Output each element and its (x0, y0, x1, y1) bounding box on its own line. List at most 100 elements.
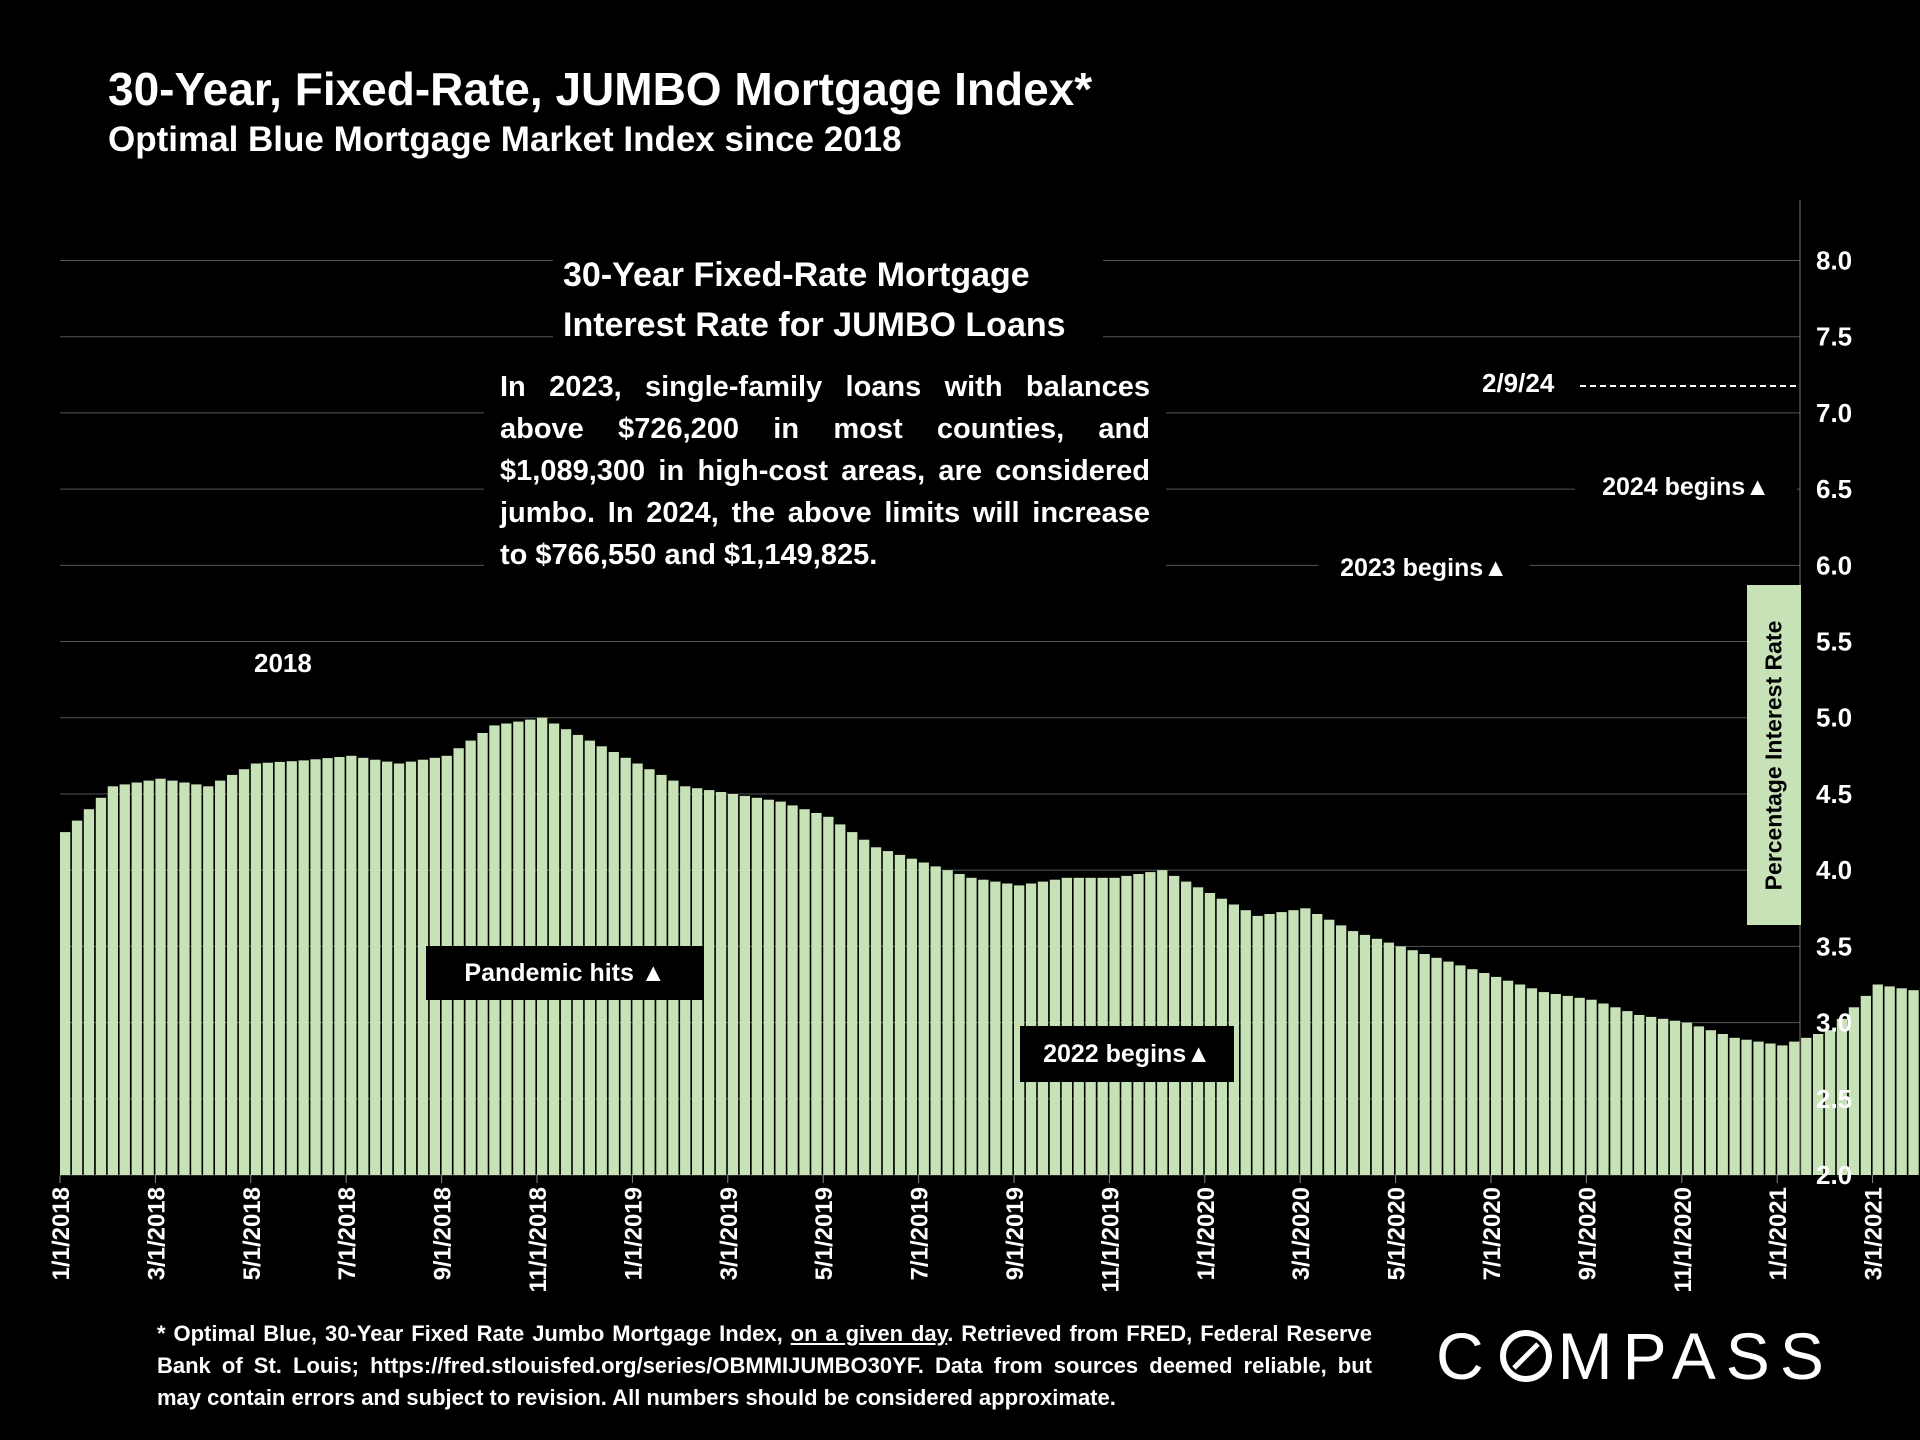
bar-30 (417, 759, 429, 1175)
logo-text-start: C (1436, 1319, 1494, 1393)
bar-60 (775, 801, 786, 1175)
bar-107 (1336, 925, 1347, 1175)
bar-135 (1669, 1020, 1681, 1175)
bar-109 (1359, 934, 1371, 1175)
bar-117 (1455, 965, 1466, 1175)
bar-58 (751, 797, 762, 1175)
info-box-heading-line2: Interest Rate for JUMBO Loans (563, 306, 1066, 344)
bar-11 (191, 784, 202, 1175)
bar-115 (1431, 957, 1442, 1175)
y-tick-label-9: 6.5 (1816, 474, 1852, 504)
compass-logo: C MPASS (1436, 1318, 1834, 1394)
x-tick-label-17: 11/1/2020 (1670, 1187, 1697, 1292)
bar-23 (334, 757, 345, 1175)
x-tick-label-15: 7/1/2020 (1479, 1187, 1506, 1280)
bar-147 (1813, 1034, 1824, 1175)
bar-150 (1848, 1007, 1860, 1175)
bar-119 (1479, 973, 1490, 1175)
x-tick-label-11: 11/1/2019 (1097, 1187, 1124, 1292)
x-tick-label-16: 9/1/2020 (1574, 1187, 1601, 1280)
bar-4 (107, 786, 118, 1175)
bar-152 (1872, 984, 1883, 1175)
footnote-underlined: on a given day (790, 1321, 948, 1346)
bar-133 (1646, 1016, 1657, 1175)
bar-19 (286, 761, 297, 1175)
bar-69 (882, 851, 894, 1175)
info-box-heading-line1: 30-Year Fixed-Rate Mortgage (563, 256, 1030, 294)
bar-131 (1622, 1011, 1633, 1175)
bar-15 (238, 769, 250, 1175)
bar-67 (859, 839, 870, 1175)
x-tick-label-5: 11/1/2018 (525, 1187, 552, 1292)
bar-148 (1824, 1030, 1836, 1175)
bar-114 (1419, 954, 1430, 1175)
bar-124 (1538, 992, 1549, 1175)
x-tick-label-13: 3/1/2020 (1288, 1187, 1315, 1280)
y-tick-label-5: 4.5 (1816, 779, 1852, 809)
bar-106 (1324, 919, 1335, 1175)
bar-118 (1467, 969, 1478, 1175)
bar-126 (1562, 995, 1573, 1175)
bar-155 (1908, 990, 1919, 1175)
y-tick-label-7: 5.5 (1816, 627, 1852, 657)
bar-99 (1240, 910, 1251, 1175)
bar-57 (739, 795, 750, 1175)
bar-28 (393, 763, 405, 1175)
footnote-part1: * Optimal Blue, 30-Year Fixed Rate Jumbo… (157, 1321, 791, 1346)
bar-9 (167, 780, 178, 1175)
bar-145 (1789, 1041, 1800, 1175)
bar-27 (382, 761, 393, 1175)
bar-93 (1169, 875, 1180, 1175)
bar-101 (1264, 914, 1275, 1175)
bar-72 (918, 862, 929, 1175)
bar-77 (978, 879, 989, 1175)
x-tick-label-7: 3/1/2019 (716, 1187, 743, 1280)
bar-64 (823, 816, 834, 1175)
x-tick-label-8: 5/1/2019 (811, 1187, 838, 1280)
page-title: 30-Year, Fixed-Rate, JUMBO Mortgage Inde… (108, 63, 1093, 115)
bar-151 (1860, 995, 1871, 1175)
logo-text-end: MPASS (1557, 1319, 1834, 1393)
bar-79 (1002, 883, 1013, 1175)
footnote: * Optimal Blue, 30-Year Fixed Rate Jumbo… (157, 1318, 1372, 1414)
bar-144 (1777, 1045, 1788, 1175)
bar-80 (1014, 885, 1025, 1175)
x-axis-ticks: 1/1/2018 3/1/2018 5/1/2018 7/1/2018 9/1/2018… (48, 1175, 1888, 1292)
bar-5 (119, 784, 130, 1175)
bar-6 (131, 782, 142, 1175)
bar-24 (346, 755, 357, 1175)
x-tick-label-6: 1/1/2019 (620, 1187, 647, 1280)
annotation-pandemic: Pandemic hits ▲ (426, 946, 704, 1000)
bar-120 (1491, 976, 1502, 1175)
compass-o-icon (1499, 1330, 1552, 1382)
bar-2 (83, 809, 95, 1175)
y-tick-label-12: 8.0 (1816, 245, 1852, 275)
bar-13 (215, 780, 226, 1175)
bar-21 (310, 759, 321, 1175)
bar-16 (250, 763, 262, 1175)
footnote-part2: . Retrieved from FRED, Federal Reserve B… (157, 1321, 1372, 1410)
bar-12 (203, 786, 214, 1175)
bar-112 (1395, 946, 1406, 1175)
bar-102 (1276, 912, 1287, 1175)
y-tick-label-6: 5.0 (1816, 703, 1852, 733)
y-axis-ticks: 2.0 2.5 3.0 3.5 4.0 4.5 5.0 5.5 6.0 6.5 7.0 7.5 8.0 (1799, 200, 1852, 1190)
y-tick-label-11: 7.5 (1816, 322, 1852, 352)
bar-125 (1550, 994, 1561, 1175)
x-tick-label-2: 5/1/2018 (239, 1187, 266, 1280)
bar-29 (405, 761, 417, 1175)
bar-130 (1610, 1007, 1621, 1175)
bar-153 (1884, 986, 1895, 1175)
bar-92 (1157, 870, 1168, 1175)
x-tick-label-9: 7/1/2019 (907, 1187, 934, 1280)
bar-154 (1896, 988, 1907, 1175)
bar-123 (1526, 988, 1538, 1175)
y-axis-title: Percentage Interest Rate (1747, 585, 1801, 925)
info-box-heading: 30-Year Fixed-Rate Mortgage Interest Rat… (553, 250, 1103, 350)
bar-105 (1312, 914, 1323, 1175)
bar-66 (847, 832, 858, 1175)
bar-0 (60, 832, 71, 1175)
bar-20 (298, 760, 309, 1175)
bar-89 (1121, 875, 1132, 1175)
